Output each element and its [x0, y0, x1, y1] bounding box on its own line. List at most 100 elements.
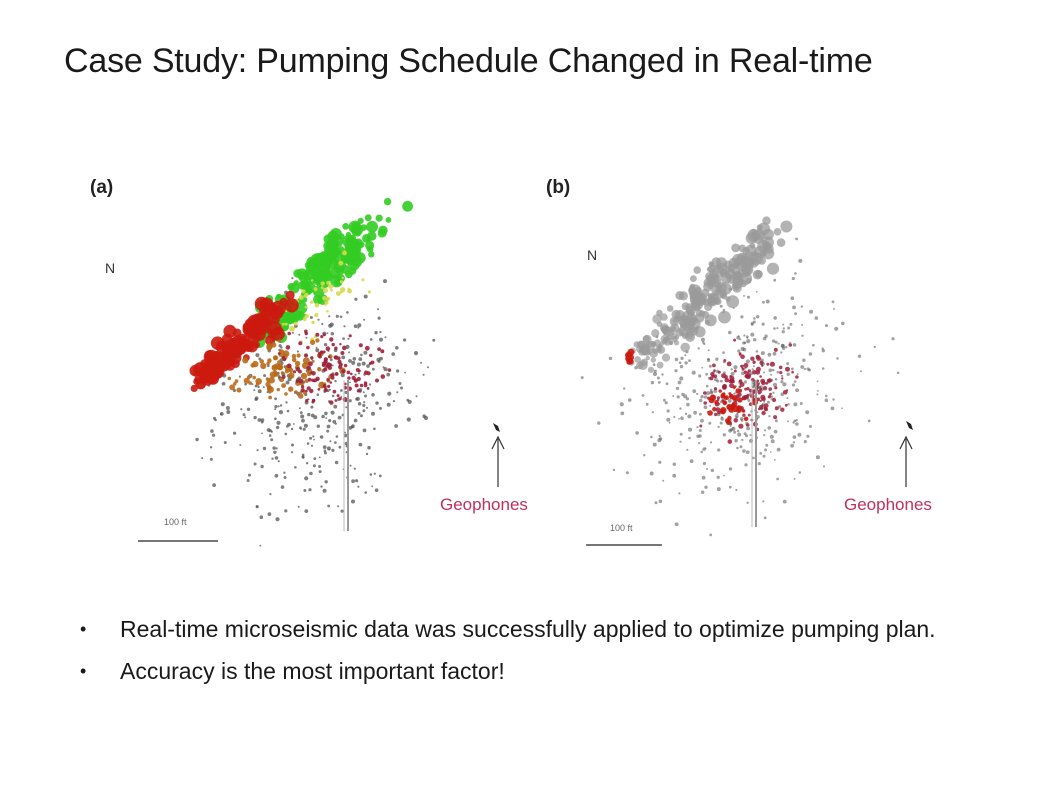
event-marker	[329, 373, 333, 377]
event-marker	[774, 378, 778, 381]
event-marker	[768, 368, 773, 373]
event-marker	[362, 428, 367, 433]
event-marker	[284, 392, 288, 396]
event-marker	[625, 351, 633, 359]
event-marker	[257, 385, 260, 389]
event-marker	[716, 379, 720, 383]
event-marker	[666, 409, 670, 413]
event-marker	[234, 379, 239, 383]
event-marker	[341, 369, 346, 374]
event-marker	[253, 328, 266, 341]
event-marker	[722, 400, 728, 406]
scale-bar-b: 100 ft	[586, 523, 662, 546]
event-marker	[342, 345, 347, 351]
event-marker	[719, 282, 732, 295]
event-marker	[762, 386, 768, 391]
event-marker	[320, 281, 325, 286]
event-marker	[369, 361, 372, 365]
event-marker	[341, 276, 344, 280]
event-marker	[296, 312, 304, 319]
event-marker	[363, 381, 368, 385]
event-marker	[769, 434, 774, 439]
event-marker	[650, 380, 655, 385]
event-marker	[772, 351, 777, 356]
event-marker	[277, 460, 280, 463]
event-marker	[233, 431, 237, 435]
event-marker	[340, 373, 345, 378]
event-marker	[803, 440, 807, 444]
event-marker	[320, 286, 324, 290]
event-marker	[310, 356, 314, 360]
event-marker	[815, 455, 820, 460]
event-marker	[316, 424, 320, 428]
event-marker	[672, 473, 677, 478]
event-marker	[281, 383, 286, 388]
event-marker	[380, 374, 386, 379]
event-marker	[782, 327, 785, 330]
event-marker	[402, 200, 413, 212]
event-marker	[304, 476, 309, 481]
event-marker	[674, 357, 679, 362]
event-marker	[821, 367, 825, 370]
event-marker	[272, 446, 276, 450]
event-marker	[623, 387, 626, 390]
event-marker	[768, 415, 771, 418]
event-marker	[724, 395, 729, 401]
event-marker	[306, 386, 311, 391]
event-marker	[741, 438, 744, 442]
event-marker	[705, 384, 709, 388]
event-marker	[246, 479, 250, 482]
event-marker	[329, 400, 334, 405]
event-marker	[253, 462, 257, 466]
event-marker	[326, 362, 330, 366]
event-marker	[379, 406, 382, 410]
microseismic-map-panel-a: 100 ft (a) N Geophones	[80, 165, 528, 565]
event-marker	[709, 388, 713, 392]
event-marker	[306, 345, 310, 350]
event-marker	[774, 386, 778, 390]
event-marker	[333, 355, 338, 359]
event-marker	[287, 315, 296, 324]
event-marker	[307, 398, 310, 401]
event-marker	[323, 343, 328, 347]
event-marker	[659, 323, 669, 332]
event-marker	[786, 362, 790, 366]
event-marker	[328, 315, 331, 318]
event-marker	[317, 318, 320, 321]
event-marker	[345, 406, 348, 409]
event-marker	[300, 385, 305, 389]
event-marker	[317, 387, 321, 391]
event-marker	[378, 225, 388, 235]
scale-bar-a: 100 ft	[138, 517, 218, 542]
event-marker	[738, 352, 742, 356]
event-marker	[395, 346, 399, 350]
event-marker	[841, 407, 843, 410]
event-marker	[280, 485, 285, 489]
event-marker	[756, 397, 761, 402]
event-marker	[422, 414, 427, 418]
event-marker	[321, 414, 325, 419]
event-marker	[265, 381, 271, 387]
event-marker	[322, 350, 326, 354]
event-marker	[701, 490, 705, 494]
event-marker	[383, 279, 387, 284]
event-marker	[688, 286, 697, 294]
event-marker	[782, 382, 787, 387]
geophones-label: Geophones	[440, 495, 528, 514]
event-marker	[267, 358, 272, 363]
event-marker	[315, 348, 320, 353]
event-marker	[225, 406, 230, 410]
bullet-text: Real-time microseismic data was successf…	[120, 616, 936, 642]
event-marker	[832, 398, 835, 401]
event-marker	[686, 448, 689, 451]
event-marker	[342, 337, 345, 340]
event-marker	[746, 335, 749, 338]
event-marker	[392, 400, 395, 403]
event-marker	[736, 446, 739, 450]
event-marker	[269, 493, 272, 496]
event-marker	[757, 462, 761, 466]
event-marker	[310, 405, 314, 409]
event-marker	[274, 456, 279, 460]
event-marker	[831, 300, 835, 304]
event-marker	[779, 371, 783, 375]
